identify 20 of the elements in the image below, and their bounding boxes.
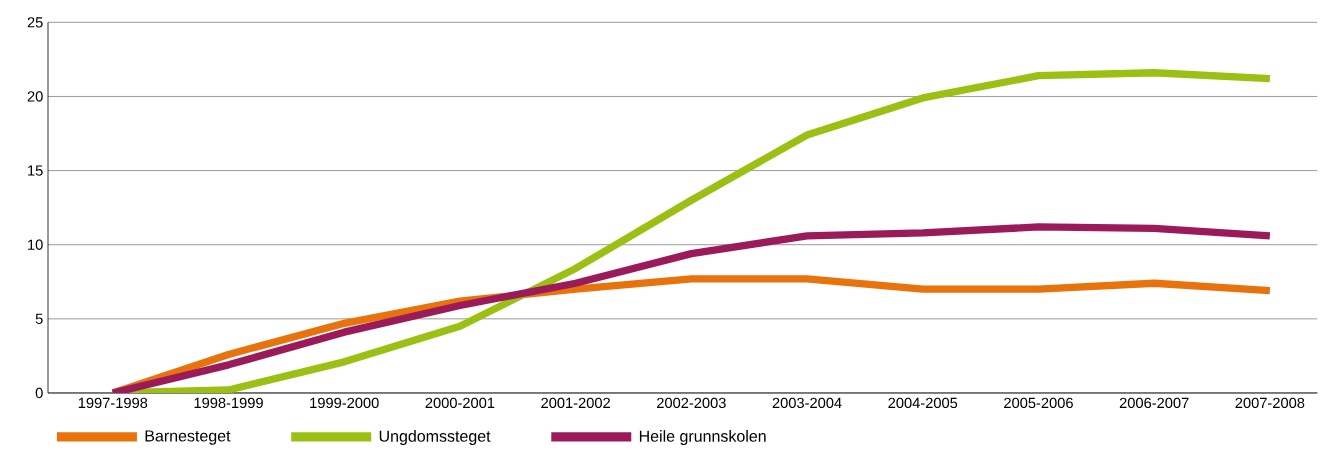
x-tick-label: 1999-2000 [310,397,379,409]
x-tick-label: 2001-2002 [541,397,610,409]
x-tick-label: 2007-2008 [1235,397,1305,409]
y-tick-label: 20 [27,91,43,102]
y-tick-label: 10 [28,239,43,250]
x-tick-label: 1998-1999 [194,397,263,409]
x-tick-label: 2002-2003 [657,397,726,409]
x-tick-label: 2000-2001 [425,397,495,409]
y-tick-label: 0 [35,387,43,399]
legend-label: Barnesteget [145,430,231,445]
x-tick-label: 2004-2005 [888,397,958,409]
x-tick-label: 2005-2006 [1004,397,1073,409]
legend-label: Ungdomssteget [379,430,491,446]
y-tick-label: 5 [35,313,43,324]
legend-label: Heile grunnskolen [639,430,766,446]
x-tick-label: 2003-2004 [772,397,842,409]
y-tick-label: 15 [28,165,43,176]
y-tick-label: 25 [27,17,43,28]
x-tick-label: 2006-2007 [1119,397,1189,409]
x-tick-label: 1997-1998 [78,397,148,409]
